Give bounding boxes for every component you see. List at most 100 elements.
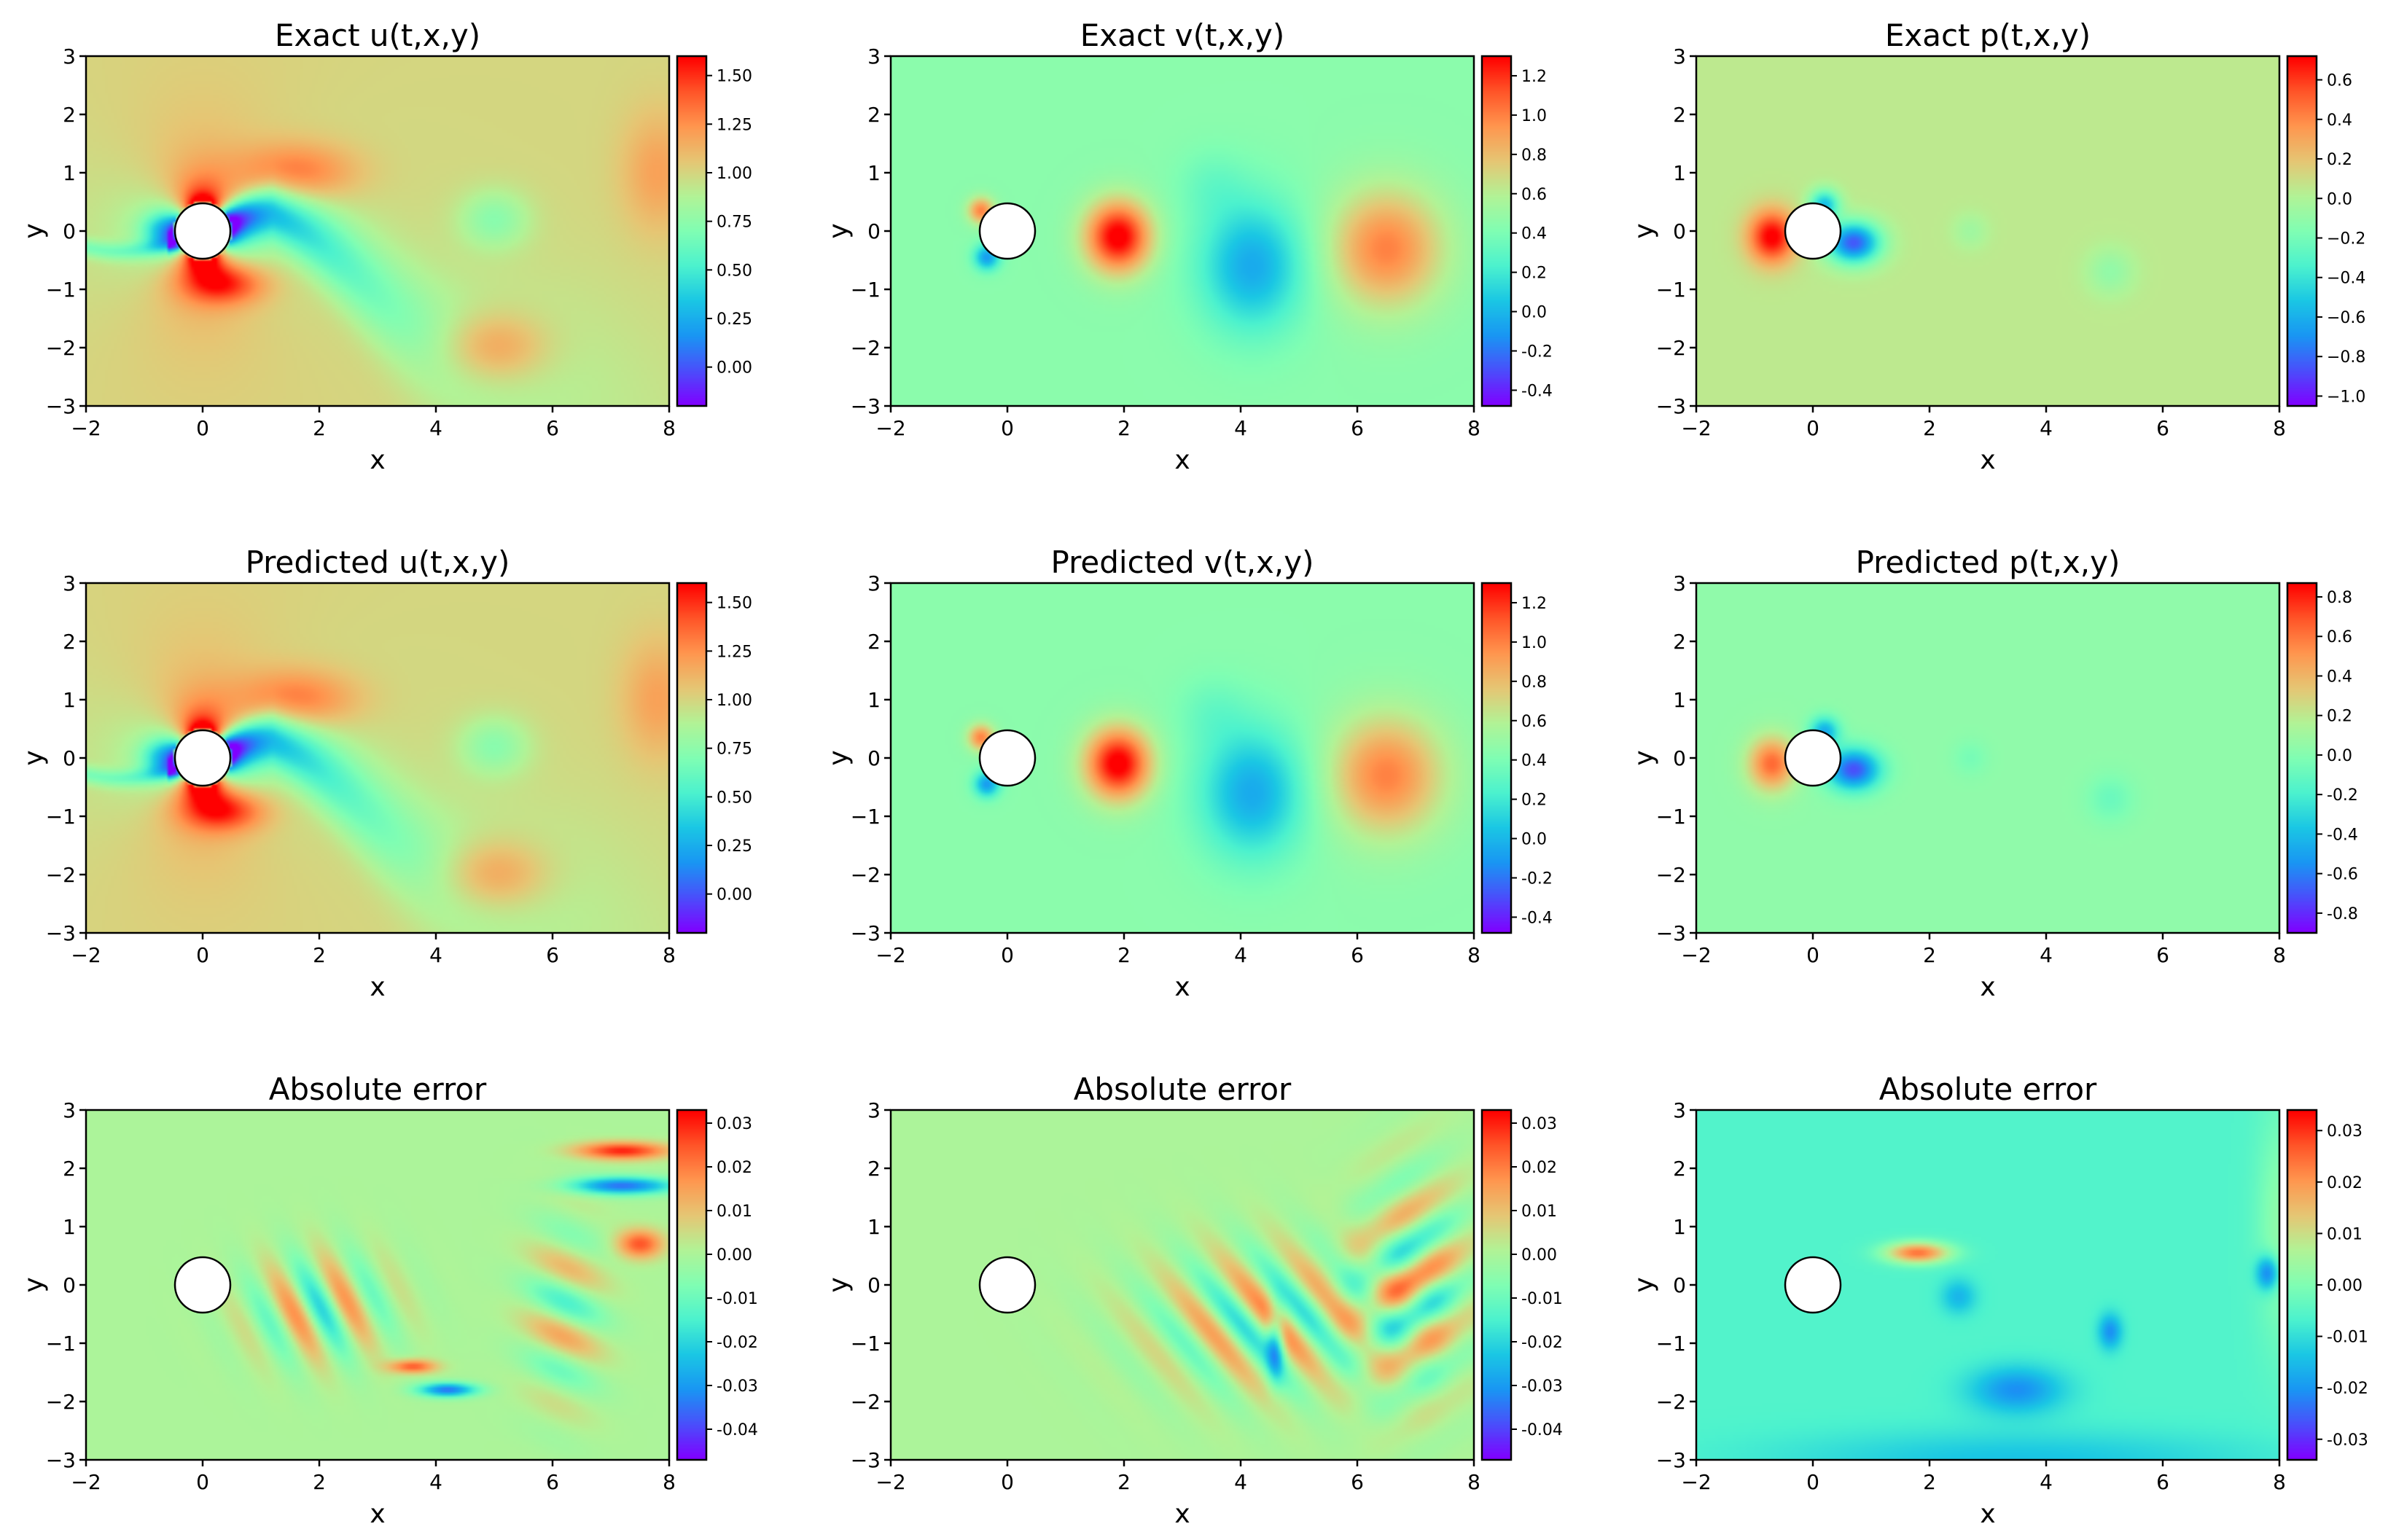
- y-tick-label: 2: [867, 1157, 881, 1181]
- y-tick-label: −3: [851, 394, 881, 418]
- heatmap-image: [1696, 1110, 2279, 1460]
- colorbar-tick-label: 0.6: [1521, 713, 1547, 731]
- colorbar-tick-label: 0.00: [717, 886, 752, 904]
- x-tick-label: 2: [1117, 943, 1131, 967]
- y-tick-label: 1: [63, 161, 76, 185]
- y-tick-label: −2: [851, 863, 881, 887]
- colorbar-tick-label: 0.4: [1521, 752, 1547, 770]
- colorbar-tick-label: 0.03: [717, 1115, 752, 1133]
- colorbar-tick-label: -0.4: [1521, 909, 1553, 927]
- panel-7: Absolute error−2 0 2 4 6 8−3−2−10123xy-0.04-0…: [19, 1071, 758, 1529]
- x-axis-label: x: [1174, 972, 1190, 1002]
- x-tick-label: 6: [546, 943, 559, 967]
- y-tick-label: 3: [63, 44, 76, 69]
- y-tick-label: 0: [63, 746, 76, 770]
- x-tick-label: 2: [1117, 1470, 1131, 1494]
- y-tick-label: −2: [851, 336, 881, 360]
- x-axis-label: x: [1980, 1499, 1995, 1529]
- y-tick-label: −1: [1656, 805, 1686, 829]
- colorbar-tick-label: 0.02: [2327, 1174, 2362, 1192]
- cylinder-marker: [173, 1256, 232, 1314]
- x-tick-label: 6: [1351, 943, 1364, 967]
- x-axis-label: x: [1980, 972, 1995, 1002]
- colorbar-frame: [676, 1109, 708, 1461]
- y-tick-label: −1: [851, 278, 881, 302]
- colorbar-tick-label: 0.01: [2327, 1225, 2362, 1243]
- colorbar-tick-label: 0.6: [1521, 186, 1547, 204]
- y-axis-label: y: [824, 223, 854, 238]
- colorbar-tick-label: 0.6: [2327, 72, 2352, 90]
- y-tick-label: 1: [1673, 1215, 1686, 1239]
- colorbar-frame: [676, 582, 708, 934]
- y-tick-label: 0: [1673, 219, 1686, 243]
- x-tick-label: 8: [2273, 1470, 2286, 1494]
- colorbar-tick-label: −0.8: [2327, 348, 2365, 367]
- colorbar-tick-label: 0.0: [1521, 304, 1547, 322]
- x-tick-label: 4: [2040, 943, 2053, 967]
- panel-3: Exact p(t,x,y)−2 0 2 4 6 8−3−2−10123xy−1.0−0.…: [1629, 17, 2365, 475]
- cylinder-marker: [978, 1256, 1037, 1314]
- y-tick-label: −2: [1656, 336, 1686, 360]
- x-tick-label: 8: [2273, 943, 2286, 967]
- y-tick-label: 2: [867, 630, 881, 654]
- y-axis-label: y: [19, 750, 49, 765]
- x-tick-label: 8: [2273, 416, 2286, 440]
- x-tick-label: 6: [2156, 943, 2169, 967]
- colorbar-tick-label: 0.25: [717, 310, 752, 329]
- colorbar-tick-label: 1.25: [717, 643, 752, 661]
- x-tick-label: 2: [1923, 943, 1936, 967]
- colorbar-gradient: [2287, 1110, 2317, 1460]
- colorbar-tick-label: 0.0: [1521, 831, 1547, 849]
- y-tick-label: 1: [1673, 161, 1686, 185]
- colorbar-frame: [1480, 55, 1513, 407]
- colorbar-tick-label: -0.8: [2327, 905, 2358, 923]
- colorbar-tick-label: 0.02: [717, 1159, 752, 1177]
- colorbar-gradient: [677, 1110, 706, 1460]
- chart-title: Exact v(t,x,y): [1080, 17, 1285, 53]
- x-tick-label: 0: [196, 1470, 209, 1494]
- y-tick-label: −3: [1656, 921, 1686, 945]
- y-tick-label: 1: [867, 161, 881, 185]
- colorbar-tick-label: −0.2: [2327, 230, 2365, 248]
- x-tick-label: 2: [313, 1470, 326, 1494]
- colorbar-tick-label: -0.01: [2327, 1329, 2368, 1347]
- y-tick-label: −2: [46, 1390, 76, 1414]
- y-tick-label: 3: [867, 571, 881, 595]
- colorbar-tick-label: 0.02: [1521, 1159, 1557, 1177]
- x-tick-label: 2: [313, 416, 326, 440]
- colorbar-tick-label: 0.2: [1521, 265, 1547, 283]
- colorbar-tick-label: 0.0: [2327, 747, 2352, 765]
- y-tick-label: 3: [63, 571, 76, 595]
- y-tick-label: 0: [867, 746, 881, 770]
- y-tick-label: 2: [63, 103, 76, 127]
- chart-title: Predicted u(t,x,y): [246, 544, 510, 580]
- colorbar-tick-label: -0.02: [1521, 1334, 1563, 1352]
- panel-4: Predicted u(t,x,y)−2 0 2 4 6 8−3−2−10123xy0.0…: [19, 544, 752, 1002]
- x-axis-label: x: [1174, 445, 1190, 475]
- colorbar-tick-label: −0.6: [2327, 309, 2365, 327]
- colorbar-tick-label: 0.0: [2327, 190, 2352, 208]
- x-axis-label: x: [370, 1499, 385, 1529]
- colorbar-tick-label: 0.01: [717, 1203, 752, 1221]
- colorbar-tick-label: 1.2: [1521, 68, 1547, 86]
- colorbar-frame: [1480, 582, 1513, 934]
- colorbar-tick-label: -0.04: [1521, 1421, 1563, 1439]
- cylinder-marker: [173, 729, 232, 787]
- y-tick-label: 0: [867, 219, 881, 243]
- cylinder-marker: [1784, 1256, 1842, 1314]
- colorbar-tick-label: 0.8: [2327, 589, 2352, 607]
- heatmap-image: [86, 1110, 669, 1460]
- heatmap-image: [86, 56, 669, 406]
- x-tick-label: 6: [546, 416, 559, 440]
- x-tick-label: 0: [1001, 1470, 1014, 1494]
- y-tick-label: −2: [46, 863, 76, 887]
- cylinder-marker: [978, 202, 1037, 260]
- heatmap-image: [891, 583, 1474, 933]
- colorbar-tick-label: 0.4: [2327, 112, 2352, 130]
- colorbar-tick-label: 0.00: [2327, 1277, 2362, 1295]
- colorbar-gradient: [677, 56, 706, 406]
- y-tick-label: 0: [1673, 1273, 1686, 1297]
- colorbar-gradient: [2287, 56, 2317, 406]
- y-tick-label: −3: [851, 921, 881, 945]
- colorbar-tick-label: 0.50: [717, 262, 752, 280]
